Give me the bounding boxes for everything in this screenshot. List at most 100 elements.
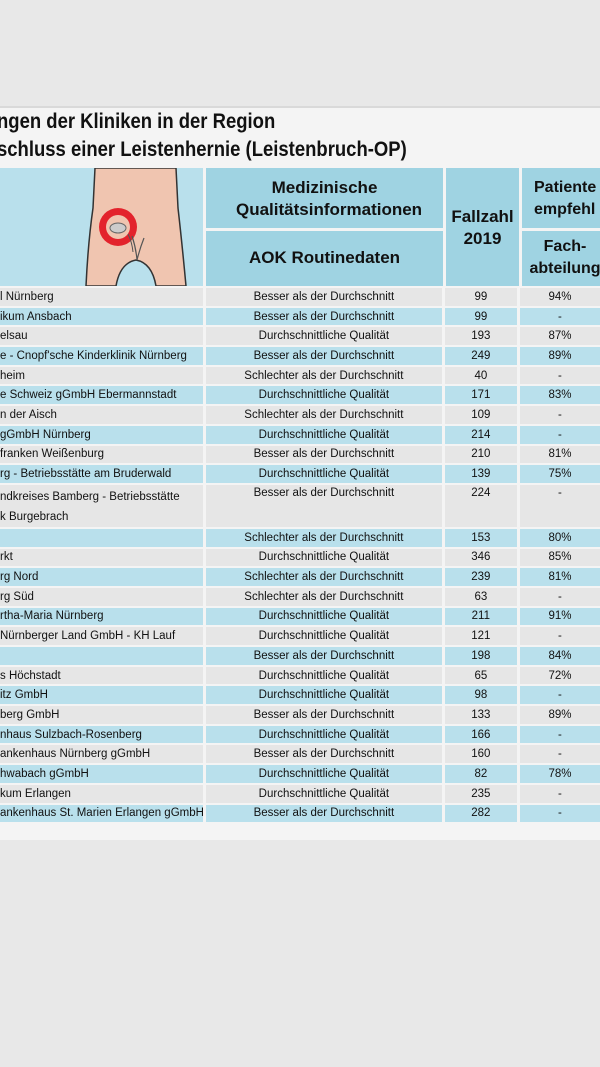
table-row: hwabach gGmbH Durchschnittliche Qualität 8… [0,765,600,785]
case-count: 98 [444,686,520,707]
quality-rating: Schlechter als der Durchschnitt [206,366,445,387]
hospital-name: nhaus Sulzbach-Rosenberg [0,725,206,746]
hospital-name-line: ankenhaus St. Marien Erlangen gGmbH [0,807,204,820]
recommendation-rate: 94% [519,288,600,308]
hospital-name: rg Nord [0,568,206,588]
quality-rating: Besser als der Durchschnitt [206,445,445,466]
title-line-1: ngen der Kliniken in der Region [0,110,276,133]
hospital-name: n der Aisch [0,406,206,426]
recommendation-rate: 89% [519,347,600,367]
hospital-name: hwabach gGmbH [0,765,206,785]
title-line-2: schluss einer Leistenhernie (Leistenbruc… [0,138,407,161]
hospital-name-line: l Nürnberg [0,290,54,303]
table-row: rtha-Maria Nürnberg Durchschnittliche Qua… [0,607,600,628]
recommendation-rate: 91% [519,607,600,628]
hospital-name: l Nürnberg [0,288,206,308]
case-count: 171 [444,386,520,407]
table-row: s Höchstadt Durchschnittliche Qualität 65 7… [0,666,600,687]
case-count: 211 [444,607,520,628]
recommendation-rate: 83% [519,386,600,407]
table-row: rg Nord Schlechter als der Durchschnitt 23… [0,568,600,588]
recommendation-rate: - [519,686,600,707]
table-row: rkt Durchschnittliche Qualität 346 85% [0,548,600,569]
hospital-name: e - Cnopf'sche Kinderklinik Nürnberg [0,347,206,367]
table-row: e Schweiz gGmbH Ebermannstadt Durchschnit… [0,386,600,407]
hospital-name-line: rg - Betriebsstätte am Bruderwald [0,468,172,481]
hospital-name-line: rg Nord [0,571,39,584]
recommendation-rate: - [519,366,600,387]
recommendation-rate: 78% [519,765,600,785]
quality-rating: Durchschnittliche Qualität [206,765,445,785]
table-row: Nürnberger Land GmbH - KH Lauf Durchschni… [0,627,600,647]
hospital-name-line: Nürnberger Land GmbH - KH Lauf [0,630,176,643]
hospital-name: rg - Betriebsstätte am Bruderwald [0,465,206,485]
table-row: elsau Durchschnittliche Qualität 193 87% [0,327,600,348]
hospital-name-line: heim [0,369,25,382]
recommendation-rate: 89% [519,706,600,726]
table-row: ankenhaus St. Marien Erlangen gGmbH Besse… [0,804,600,825]
case-count: 346 [444,548,520,569]
recommendation-rate: - [519,587,600,608]
header-quality-sub: AOK Routinedaten [206,231,443,286]
case-count: 139 [444,465,520,485]
hospital-name-line: rg Süd [0,590,34,603]
hospital-name-line: ankenhaus Nürnberg gGmbH [0,748,151,761]
hospital-name: rg Süd [0,587,206,608]
case-count: 109 [444,406,520,426]
quality-rating: Schlechter als der Durchschnitt [206,568,445,588]
recommendation-rate: 80% [519,528,600,549]
header-quality-title: Medizinische Qualitätsinformationen [206,168,443,228]
quality-rating: Durchschnittliche Qualität [206,784,445,805]
case-count: 193 [444,327,520,348]
hospital-name: ankenhaus Nürnberg gGmbH [0,745,206,766]
hospital-name-line: gGmbH Nürnberg [0,428,91,441]
case-count: 153 [444,528,520,549]
case-count: 249 [444,347,520,367]
case-count: 160 [444,745,520,766]
case-count: 224 [444,484,520,529]
recommendation-rate: 81% [519,568,600,588]
case-count: 40 [444,366,520,387]
hospital-name-line: franken Weißenburg [0,448,104,461]
recommendation-rate: - [519,484,600,529]
table-row: ikum Ansbach Besser als der Durchschnitt 9… [0,307,600,328]
table-row: rg Süd Schlechter als der Durchschnitt 63- [0,587,600,608]
table-row: gGmbH Nürnberg Durchschnittliche Qualität… [0,425,600,446]
case-count: 239 [444,568,520,588]
recommendation-rate: - [519,725,600,746]
case-count: 82 [444,765,520,785]
body-hernia-icon [85,168,187,286]
table-row: Besser als der Durchschnitt 198 84% [0,647,600,667]
hospital-name-line: e - Cnopf'sche Kinderklinik Nürnberg [0,349,187,362]
recommendation-rate: 72% [519,666,600,687]
hospital-name-line: kum Erlangen [0,787,71,800]
quality-rating: Besser als der Durchschnitt [206,706,445,726]
table-row: berg GmbH Besser als der Durchschnitt 133 8… [0,706,600,726]
recommendation-rate: - [519,784,600,805]
hospital-name-line: s Höchstadt [0,669,61,682]
quality-rating: Durchschnittliche Qualität [206,548,445,569]
recommendation-rate: - [519,425,600,446]
case-count: 282 [444,804,520,825]
case-count: 166 [444,725,520,746]
hospital-name-line: rtha-Maria Nürnberg [0,610,104,623]
hospital-name: berg GmbH [0,706,206,726]
hospital-name: itz GmbH [0,686,206,707]
recommendation-rate: 81% [519,445,600,466]
table-row: franken Weißenburg Besser als der Durchsc… [0,445,600,466]
case-count: 63 [444,587,520,608]
hospital-name: ankenhaus St. Marien Erlangen gGmbH [0,804,206,825]
table-row: rg - Betriebsstätte am Bruderwald Durchsc… [0,465,600,485]
quality-rating: Besser als der Durchschnitt [206,804,445,825]
hospital-name-line: e Schweiz gGmbH Ebermannstadt [0,389,177,402]
hospital-name: elsau [0,327,206,348]
quality-rating: Besser als der Durchschnitt [206,647,445,667]
case-count: 133 [444,706,520,726]
divider [0,106,600,108]
quality-rating: Besser als der Durchschnitt [206,484,445,529]
quality-rating: Durchschnittliche Qualität [206,607,445,628]
case-count: 235 [444,784,520,805]
case-count: 99 [444,288,520,308]
hospital-name-line: elsau [0,330,28,343]
recommendation-rate: - [519,745,600,766]
